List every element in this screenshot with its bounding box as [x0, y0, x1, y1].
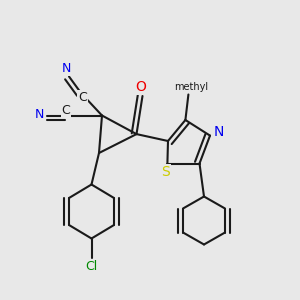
Text: N: N [62, 61, 71, 75]
Text: methyl: methyl [188, 85, 193, 86]
Text: N: N [214, 125, 224, 139]
Text: methyl: methyl [174, 82, 208, 92]
Text: C: C [61, 103, 70, 117]
Text: Cl: Cl [85, 260, 98, 274]
Text: C: C [78, 91, 87, 104]
Text: O: O [136, 80, 146, 94]
Text: N: N [34, 108, 44, 122]
Text: S: S [161, 166, 170, 179]
Text: methyl: methyl [194, 85, 199, 87]
